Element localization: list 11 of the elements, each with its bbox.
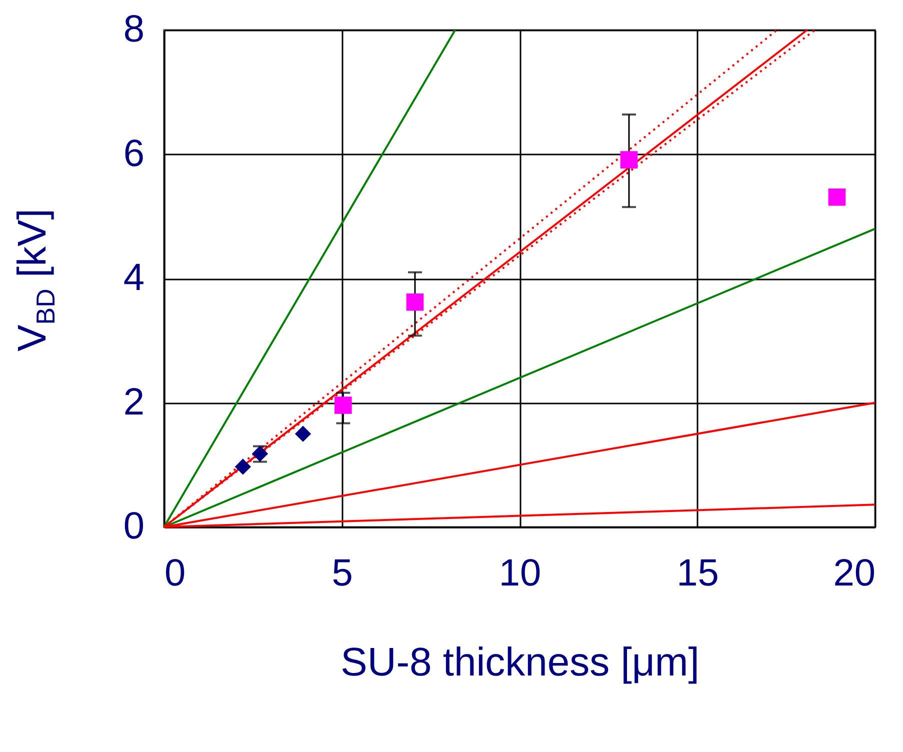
x-tick-label: 5 [332,552,353,594]
y-tick-label: 2 [123,381,144,424]
y-tick-label: 4 [123,257,144,299]
x-tick-label: 0 [164,552,186,594]
y-tick-label: 6 [123,132,144,175]
x-axis-title: SU-8 thickness [μm] [340,640,700,684]
y-tick-label: 8 [123,8,144,50]
x-tick-label: 15 [676,552,719,594]
y-tick-label: 0 [123,506,144,548]
x-tick-label: 10 [498,552,542,594]
x-tick-label: 20 [833,552,876,594]
